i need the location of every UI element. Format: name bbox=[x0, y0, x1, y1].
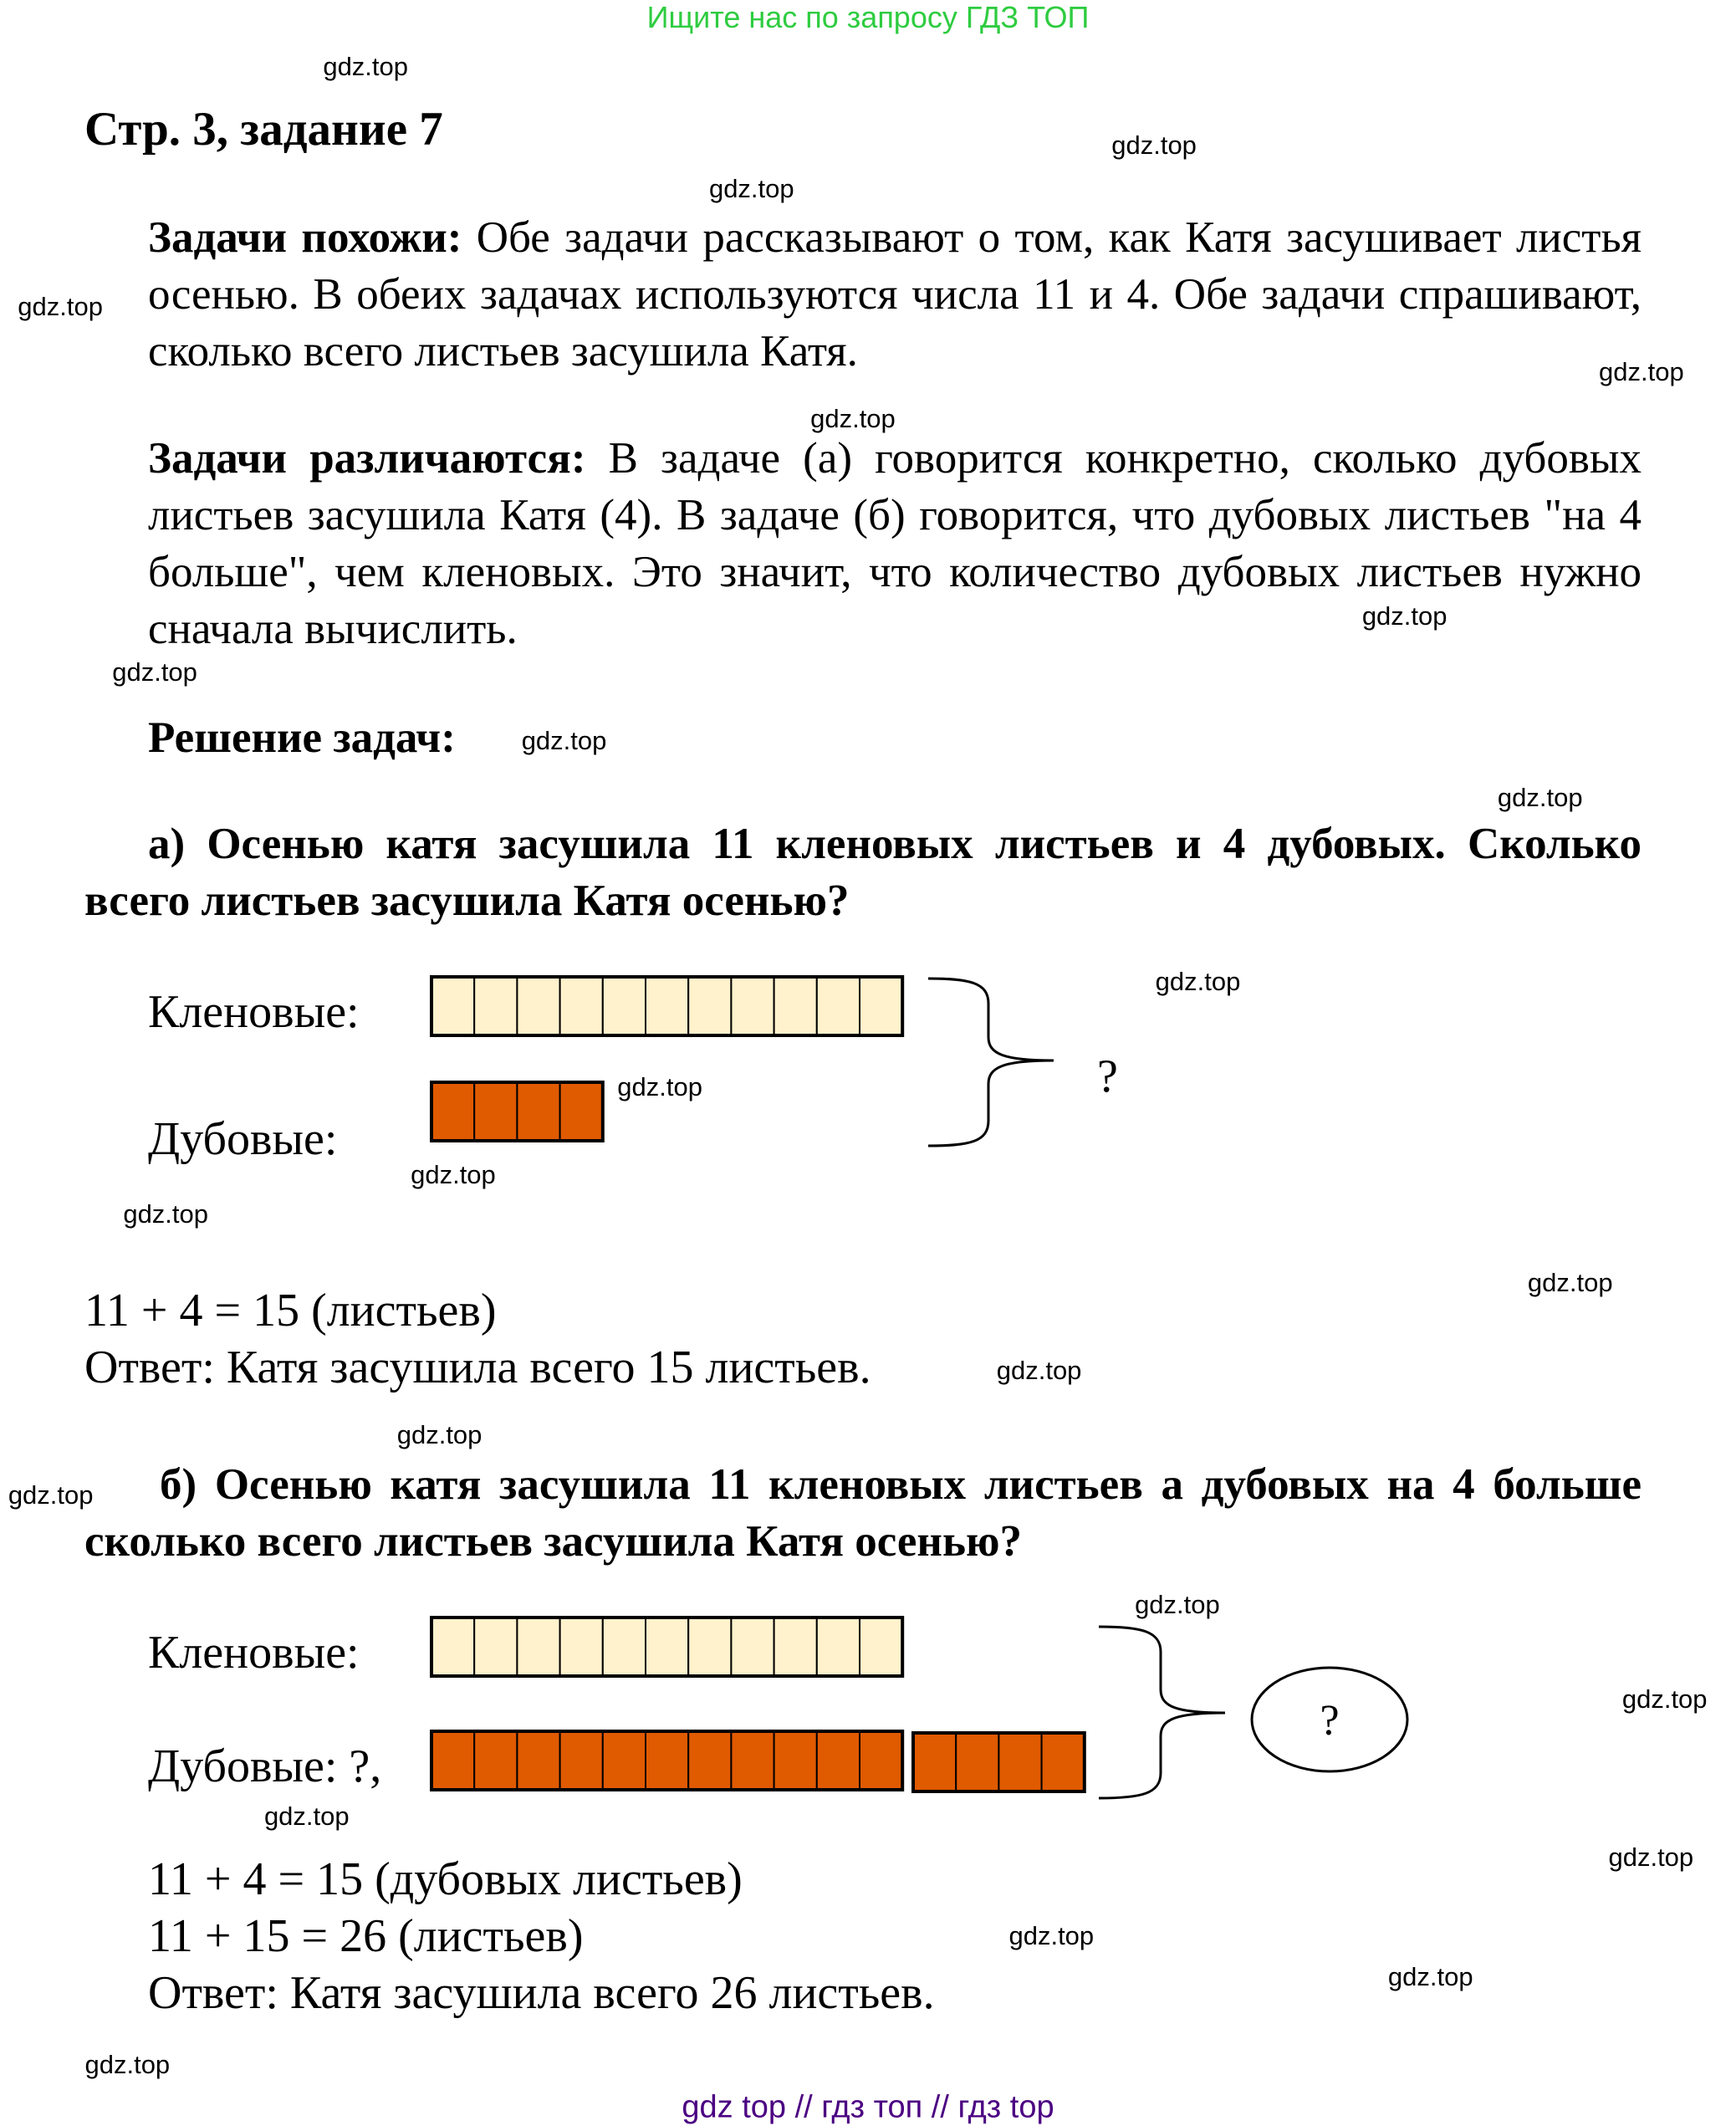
watermark: gdz.top bbox=[123, 1199, 209, 1229]
task-b-maple-bar-cell bbox=[516, 1617, 561, 1677]
task-b-maple-bar-cell bbox=[431, 1617, 476, 1677]
task-a-oak-bar-cell bbox=[559, 1081, 604, 1142]
watermark: gdz.top bbox=[1361, 600, 1448, 631]
task-a-maple-bar-cell bbox=[473, 976, 518, 1036]
watermark: gdz.top bbox=[8, 1480, 94, 1510]
watermark: gdz.top bbox=[1621, 1684, 1708, 1714]
task-b-oak-label: Дубовые: ?, bbox=[148, 1740, 382, 1792]
task-a-oak-bar-cell bbox=[473, 1081, 518, 1142]
task-a-oak-bar-cell bbox=[431, 1081, 476, 1142]
task-a-maple-bar-cell bbox=[859, 976, 904, 1036]
similarities-paragraph: Задачи похожи: Обе задачи рассказывают о… bbox=[148, 209, 1642, 380]
task-a-maple-bar-cell bbox=[601, 976, 646, 1036]
task-a-maple-bar-cell bbox=[516, 976, 561, 1036]
watermark: gdz.top bbox=[708, 173, 794, 203]
task-b-oak-base-bar-cell bbox=[559, 1730, 604, 1791]
task-b-oak-base-bar-cell bbox=[730, 1730, 775, 1791]
task-b-question-mark: ? bbox=[1320, 1697, 1339, 1745]
task-b-oak-base-bar-cell bbox=[773, 1730, 818, 1791]
task-a-maple-bar-outline bbox=[430, 975, 905, 1037]
task-a-oak-bar-cell bbox=[516, 1081, 561, 1142]
task-a-maple-label: Кленовые: bbox=[148, 986, 360, 1038]
solution-heading: Решение задач: bbox=[148, 713, 456, 762]
task-a-maple-bar-cell bbox=[730, 976, 775, 1036]
task-b-answer: Ответ: Катя засушила всего 26 листьев. bbox=[148, 1967, 935, 2019]
task-b-result-ellipse bbox=[1250, 1666, 1409, 1773]
similarities-text: Обе задачи рассказывают о том, как Катя … bbox=[148, 213, 1642, 376]
differences-paragraph: Задачи различаются: В задаче (а) говорит… bbox=[148, 430, 1642, 657]
watermark: gdz.top bbox=[263, 1801, 350, 1832]
footer-links[interactable]: gdz top // гдз топ // гдз top bbox=[682, 2089, 1054, 2125]
task-a-question-mark: ? bbox=[1097, 1050, 1118, 1102]
similarities-heading: Задачи похожи: bbox=[148, 213, 462, 262]
watermark: gdz.top bbox=[996, 1355, 1082, 1385]
task-a-maple-bar-cell bbox=[815, 976, 860, 1036]
task-b-maple-bar-cell bbox=[645, 1617, 690, 1677]
task-b-maple-bar-cell bbox=[601, 1617, 646, 1677]
watermark: gdz.top bbox=[112, 657, 197, 687]
task-b-question: б) Осенью катя засушила 11 кленовых лист… bbox=[84, 1460, 1642, 1566]
task-b-oak-extra-bar-cell bbox=[1040, 1732, 1085, 1792]
watermark: gdz.top bbox=[84, 2049, 171, 2079]
task-a-maple-bar-cell bbox=[773, 976, 818, 1036]
task-a-question: а) Осенью катя засушила 11 кленовых лист… bbox=[84, 820, 1642, 925]
task-b-oak-base-bar-cell bbox=[859, 1730, 904, 1791]
task-b-maple-label: Кленовые: bbox=[148, 1627, 360, 1679]
task-a-maple-bar-cell bbox=[687, 976, 733, 1036]
task-b-brace bbox=[1098, 1625, 1226, 1800]
watermark: gdz.top bbox=[810, 403, 896, 433]
task-b-maple-bar-cell bbox=[559, 1617, 604, 1677]
task-b-oak-base-bar-outline bbox=[430, 1730, 905, 1791]
task-b-maple-bar-cell bbox=[687, 1617, 733, 1677]
task-a-oak-label: Дубовые: bbox=[148, 1113, 338, 1165]
task-b-oak-base-bar-cell bbox=[815, 1730, 860, 1791]
task-b-oak-base-bar-cell bbox=[516, 1730, 561, 1791]
watermark: gdz.top bbox=[1527, 1267, 1613, 1297]
differences-heading: Задачи различаются: bbox=[148, 434, 586, 483]
task-b-maple-bar-cell bbox=[730, 1617, 775, 1677]
watermark: gdz.top bbox=[323, 52, 409, 82]
task-a-oak-bar-outline bbox=[430, 1081, 605, 1142]
search-banner[interactable]: Ищите нас по запросу ГДЗ ТОП bbox=[646, 0, 1090, 34]
watermark: gdz.top bbox=[411, 1159, 496, 1189]
watermark: gdz.top bbox=[1608, 1842, 1694, 1873]
task-b-maple-bar-cell bbox=[815, 1617, 860, 1677]
task-b-oak-base-bar-cell bbox=[645, 1730, 690, 1791]
differences-text: В задаче (а) говорится конкретно, скольк… bbox=[148, 434, 1642, 653]
task-b-maple-bar-cell bbox=[473, 1617, 518, 1677]
task-b-oak-extra-bar-outline bbox=[911, 1731, 1086, 1793]
task-b-equation-2: 11 + 15 = 26 (листьев) bbox=[148, 1910, 584, 1962]
task-a-maple-bar-cell bbox=[645, 976, 690, 1036]
task-b-oak-base-bar-cell bbox=[473, 1730, 518, 1791]
watermark: gdz.top bbox=[521, 725, 607, 755]
watermark: gdz.top bbox=[617, 1071, 702, 1101]
task-b-maple-bar-cell bbox=[773, 1617, 818, 1677]
task-b-oak-extra-bar-cell bbox=[955, 1732, 1000, 1792]
page-title: Стр. 3, задание 7 bbox=[84, 103, 443, 156]
task-a-brace bbox=[927, 977, 1054, 1147]
watermark: gdz.top bbox=[1008, 1920, 1095, 1950]
watermark: gdz.top bbox=[1155, 966, 1241, 996]
task-b-oak-base-bar-cell bbox=[687, 1730, 733, 1791]
watermark: gdz.top bbox=[1497, 783, 1583, 813]
task-b-oak-extra-bar-cell bbox=[998, 1732, 1043, 1792]
task-a-maple-bar-cell bbox=[431, 976, 476, 1036]
watermark: gdz.top bbox=[1387, 1961, 1473, 1991]
task-b-oak-base-bar-cell bbox=[601, 1730, 646, 1791]
task-b-equation-1: 11 + 4 = 15 (дубовых листьев) bbox=[148, 1853, 743, 1905]
watermark: gdz.top bbox=[1599, 357, 1684, 387]
task-b-oak-base-bar-cell bbox=[431, 1730, 476, 1791]
task-a-maple-bar-cell bbox=[559, 976, 604, 1036]
task-a-answer: Ответ: Катя засушила всего 15 листьев. bbox=[84, 1342, 871, 1393]
watermark: gdz.top bbox=[1111, 130, 1197, 160]
task-b-oak-extra-bar-cell bbox=[912, 1732, 957, 1792]
task-b-maple-bar-outline bbox=[430, 1616, 905, 1678]
watermark: gdz.top bbox=[1135, 1589, 1220, 1619]
task-b-maple-bar-cell bbox=[859, 1617, 904, 1677]
watermark: gdz.top bbox=[18, 291, 103, 321]
watermark: gdz.top bbox=[396, 1419, 483, 1449]
task-a-equation: 11 + 4 = 15 (листьев) bbox=[84, 1285, 497, 1336]
